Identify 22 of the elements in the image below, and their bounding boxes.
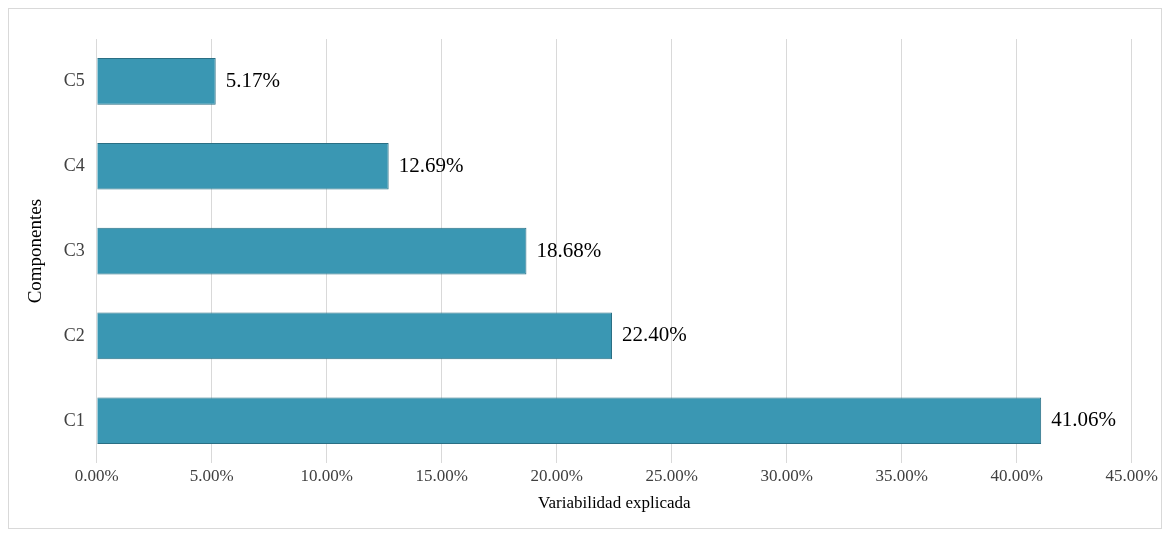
y-tick-label: C3 [63,239,85,260]
x-tick-label: 5.00% [189,465,234,485]
y-tick-label: C5 [63,70,85,91]
y-tick-label: C2 [63,324,85,345]
x-tick-label: 15.00% [415,465,469,485]
data-label: 41.06% [1051,407,1116,432]
data-label: 12.69% [398,152,464,177]
x-tick-label: 10.00% [300,465,354,485]
y-axis-title: Componentes [24,198,46,304]
y-tick-label: C4 [63,154,85,175]
x-axis-title: Variabilidad explicada [538,493,691,513]
data-label: 18.68% [536,237,602,262]
data-label: 5.17% [225,67,280,92]
y-tick-label: C1 [63,409,85,430]
x-tick-label: 40.00% [990,465,1044,485]
x-tick-label: 45.00% [1105,465,1159,485]
x-tick-label: 35.00% [875,465,929,485]
x-tick-label: 0.00% [74,465,119,485]
x-tick-label: 25.00% [645,465,699,485]
x-tick-label: 20.00% [530,465,584,485]
data-label: 22.40% [622,322,687,347]
x-tick-label: 30.00% [760,465,814,485]
